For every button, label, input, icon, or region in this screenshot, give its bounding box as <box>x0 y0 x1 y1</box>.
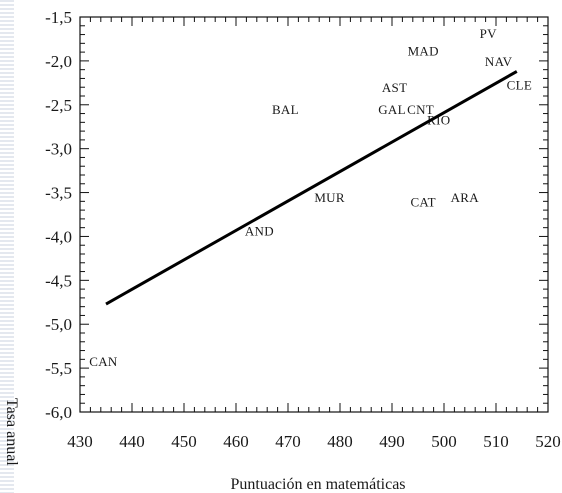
data-point-label: NAV <box>485 54 513 69</box>
data-point-label: ARA <box>451 190 480 205</box>
data-point-label: CAN <box>89 354 118 369</box>
x-tick-label: 450 <box>171 432 197 451</box>
y-axis-title: Tasa anual <box>3 398 20 466</box>
y-tick-label: -3,5 <box>45 184 72 203</box>
x-tick-label: 520 <box>535 432 561 451</box>
x-tick-label: 490 <box>379 432 405 451</box>
x-tick-label: 480 <box>327 432 353 451</box>
plot-frame <box>79 16 549 413</box>
x-tick-label: 500 <box>431 432 457 451</box>
y-tick-label: -4,0 <box>45 227 72 246</box>
page-edge-stripes <box>0 0 14 493</box>
y-tick-label: -6,0 <box>45 403 72 422</box>
x-axis-title: Puntuación en matemáticas <box>230 476 405 493</box>
data-point-label: RIO <box>427 113 450 128</box>
x-tick-label: 470 <box>275 432 301 451</box>
trend-line <box>105 70 518 306</box>
y-tick-label: -4,5 <box>45 271 72 290</box>
x-tick-label: 460 <box>223 432 249 451</box>
y-tick-label: -5,0 <box>45 315 72 334</box>
data-point-label: CNT <box>407 102 434 117</box>
data-point-label: BAL <box>272 102 299 117</box>
y-axis-ticks: -1,5 -2,0 -2,5 -3,0 -3,5 -4,0 -4,5 -5,0 -5,5 -6,0 <box>45 8 548 422</box>
data-point-label: AST <box>382 80 407 95</box>
data-point-label: MAD <box>408 43 439 58</box>
data-point-label: PV <box>480 26 498 41</box>
data-point-label: GAL <box>378 102 406 117</box>
y-tick-label: -3,0 <box>45 140 72 159</box>
y-tick-label: -1,5 <box>45 8 72 27</box>
y-tick-label: -2,5 <box>45 96 72 115</box>
data-point-label: CAT <box>410 194 435 209</box>
data-point-label: MUR <box>314 190 345 205</box>
x-tick-label: 430 <box>67 432 93 451</box>
x-tick-label: 440 <box>119 432 145 451</box>
x-axis-ticks: 430 440 450 460 470 480 490 500 510 520 <box>67 17 561 451</box>
data-point-label: AND <box>245 223 274 238</box>
y-tick-label: -5,5 <box>45 359 72 378</box>
x-tick-label: 510 <box>483 432 509 451</box>
data-point-label: CLE <box>507 78 532 93</box>
y-tick-label: -2,0 <box>45 52 72 71</box>
